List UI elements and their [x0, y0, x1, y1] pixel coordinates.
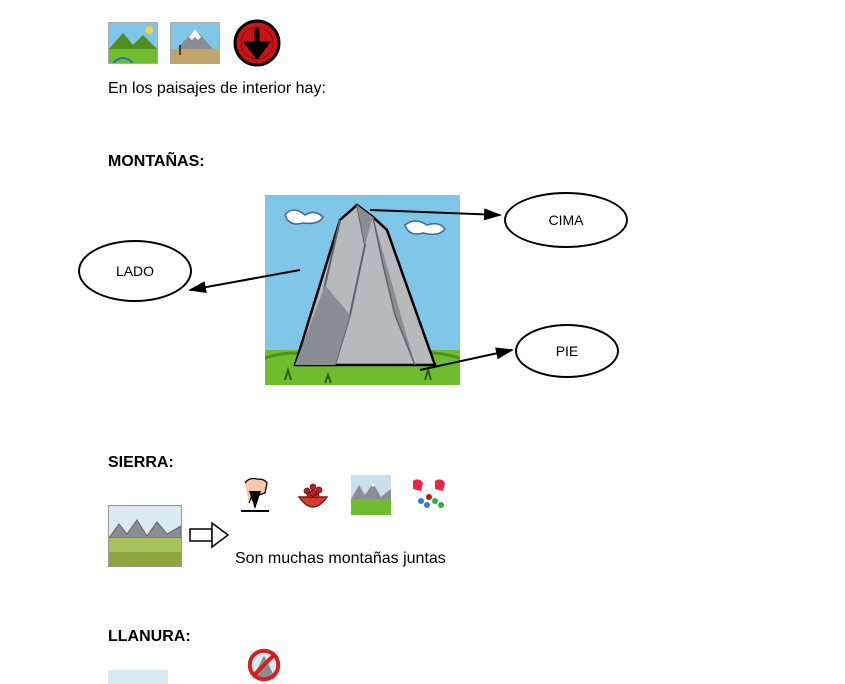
sierra-text: Son muchas montañas juntas: [235, 550, 446, 568]
hands-dots-icon: [409, 475, 449, 515]
bowl-berries-icon: [293, 475, 333, 515]
llanura-thumbnail-partial: [108, 670, 168, 684]
label-bubble-lado: LADO: [78, 240, 192, 302]
mountain-illustration: [265, 195, 460, 385]
hand-point-down-icon: [235, 475, 275, 515]
landscape-hills-icon: [108, 22, 158, 64]
label-pie-text: PIE: [556, 343, 579, 359]
label-cima-text: CIMA: [549, 212, 584, 228]
section-title-montanas: MONTAÑAS:: [108, 153, 205, 171]
section-title-llanura: LLANURA:: [108, 628, 191, 646]
intro-icon-row: [108, 18, 282, 68]
label-bubble-cima: CIMA: [504, 192, 628, 248]
down-arrow-circle-icon: [232, 18, 282, 68]
intro-text: En los paisajes de interior hay:: [108, 80, 326, 98]
label-bubble-pie: PIE: [515, 324, 619, 378]
sierra-icons-row: [235, 475, 449, 515]
landscape-snowpeak-icon: [170, 22, 220, 64]
section-title-sierra: SIERRA:: [108, 454, 174, 472]
sierra-thumbnail-icon: [108, 505, 182, 567]
no-mountain-icon: [240, 646, 288, 684]
label-lado-text: LADO: [116, 263, 154, 279]
mountains-small-icon: [351, 475, 391, 515]
